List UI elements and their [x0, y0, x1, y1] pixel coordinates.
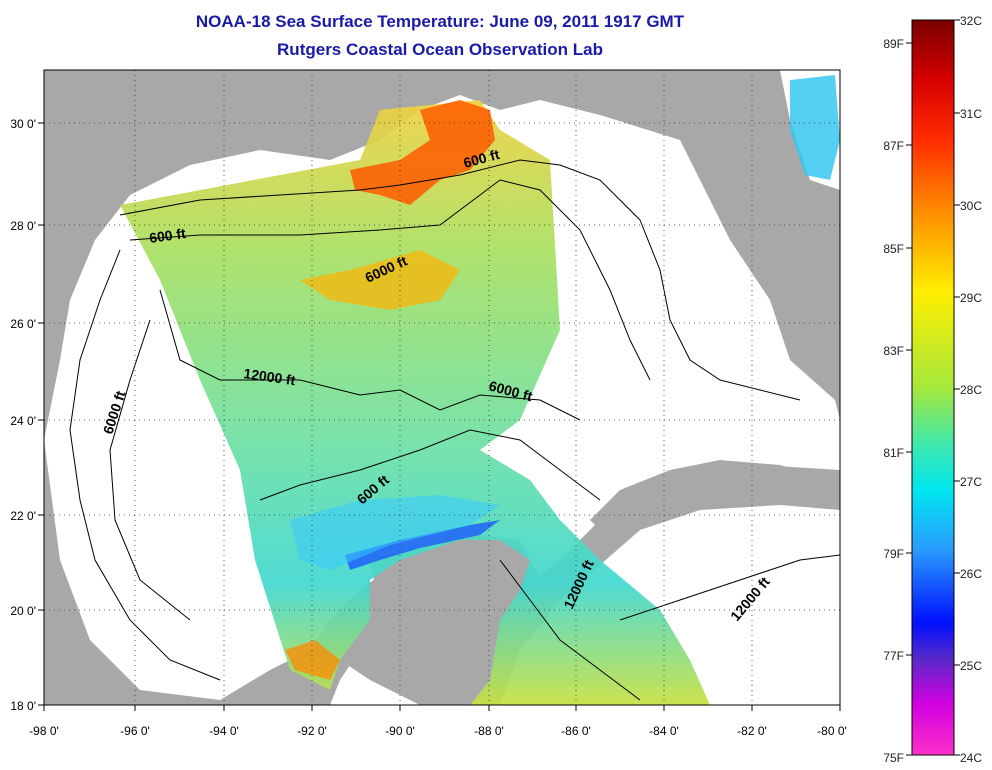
y-tick-label: 30 0' [10, 117, 36, 131]
sst-swath [120, 100, 710, 705]
colorbar [911, 19, 955, 756]
colorbar-f-label: 87F [883, 139, 904, 153]
contour-label-600-a: 600 ft [148, 225, 187, 246]
colorbar-c-label: 30C [960, 199, 982, 213]
contour-6000 [129, 179, 651, 381]
map-subtitle: Rutgers Coastal Ocean Observation Lab [277, 40, 603, 59]
x-tick-label: -92 0' [297, 724, 327, 738]
colorbar-c-label: 31C [960, 107, 982, 121]
contour-campeche [259, 429, 601, 501]
y-tick-label: 20 0' [10, 604, 36, 618]
colorbar-f-label: 83F [883, 344, 904, 358]
sst-east-strip [790, 75, 840, 180]
map-title: NOAA-18 Sea Surface Temperature: June 09… [195, 12, 685, 31]
bathymetry-contours [69, 159, 840, 701]
contour-west-inner [109, 319, 191, 621]
warm-patch-south [285, 640, 340, 680]
graticule [44, 70, 840, 705]
colorbar-c-label: 28C [960, 383, 982, 397]
x-tick-label: -88 0' [474, 724, 504, 738]
contour-carib [619, 554, 840, 621]
colorbar-c-label: 24C [960, 751, 982, 765]
contour-yucatan [499, 559, 641, 701]
contour-12000 [159, 289, 581, 421]
colorbar-ticks [906, 19, 960, 756]
x-tick-label: -90 0' [385, 724, 415, 738]
y-tick-label: 28 0' [10, 219, 36, 233]
y-tick-label: 18 0' [10, 699, 36, 713]
y-tick-label: 26 0' [10, 317, 36, 331]
colorbar-c-label: 29C [960, 291, 982, 305]
x-tick-label: -94 0' [209, 724, 239, 738]
map-plot-area: 600 ft 600 ft 6000 ft 6000 ft 6000 ft 12… [44, 70, 840, 705]
x-tick-label: -86 0' [561, 724, 591, 738]
colorbar-c-label: 26C [960, 567, 982, 581]
tick-marks [38, 122, 841, 711]
colorbar-f-label: 75F [883, 751, 904, 765]
x-tick-label: -98 0' [29, 724, 59, 738]
y-tick-label: 24 0' [10, 414, 36, 428]
yucatan-land [340, 535, 540, 705]
contour-label-12000-a: 12000 ft [243, 365, 297, 388]
warm-patch-north [350, 100, 495, 205]
cool-patch [290, 495, 500, 570]
x-tick-label: -96 0' [120, 724, 150, 738]
cuba-land [590, 460, 840, 540]
contour-600 [119, 159, 801, 401]
colorbar-f-label: 85F [883, 242, 904, 256]
colorbar-c-label: 25C [960, 659, 982, 673]
colorbar-f-label: 89F [883, 37, 904, 51]
y-tick-label: 22 0' [10, 509, 36, 523]
colorbar-f-label: 77F [883, 649, 904, 663]
cool-band [345, 520, 500, 570]
contour-west [69, 249, 221, 681]
colorbar-f-label: 79F [883, 547, 904, 561]
x-tick-label: -80 0' [817, 724, 847, 738]
plot-frame [43, 69, 841, 706]
warm-patch-mid [300, 250, 460, 310]
colorbar-c-label: 27C [960, 475, 982, 489]
colorbar-c-label: 32C [960, 14, 982, 28]
x-tick-label: -84 0' [649, 724, 679, 738]
x-tick-label: -82 0' [737, 724, 767, 738]
colorbar-f-label: 81F [883, 446, 904, 460]
